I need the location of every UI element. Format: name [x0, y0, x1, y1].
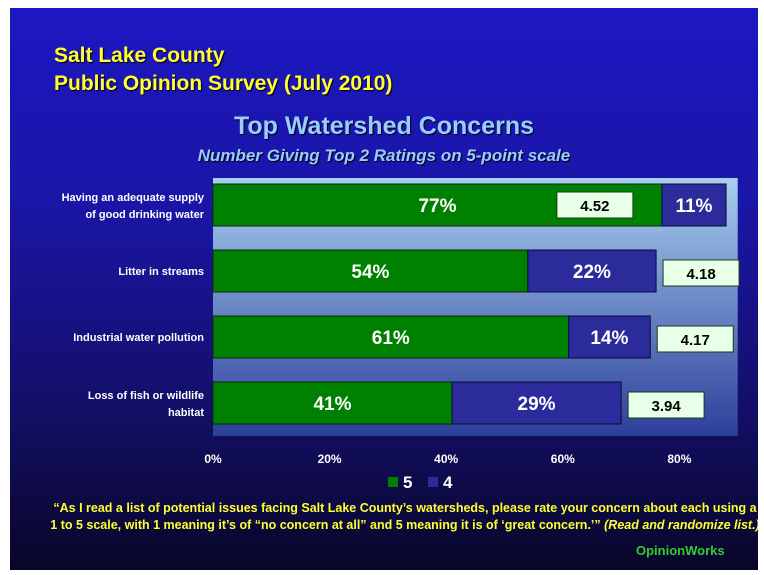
x-tick-label-2: 40% — [434, 452, 458, 466]
bar-label-4-3: 29% — [518, 394, 556, 415]
category-label-3-1: habitat — [168, 407, 204, 419]
category-label-1-0: Litter in streams — [118, 266, 204, 278]
bar-4-0 — [661, 183, 727, 227]
bar-label-5-1: 54% — [351, 262, 389, 283]
bar-label-5-3: 41% — [313, 394, 351, 415]
x-tick-label-3: 60% — [551, 452, 575, 466]
bar-label-5-2: 61% — [372, 328, 410, 349]
bar-5-3 — [212, 381, 453, 425]
legend-label-5: 5 — [403, 473, 412, 492]
category-label-3-0: Loss of fish or wildlife — [88, 390, 204, 402]
footnote-quote: “As I read a list of potential issues fa… — [50, 501, 757, 532]
header-county: Salt Lake County — [54, 44, 225, 67]
bar-5-1 — [212, 249, 529, 293]
mean-box-0 — [556, 191, 634, 219]
x-tick-label-0: 0% — [204, 452, 222, 466]
category-label-2-0: Industrial water pollution — [73, 332, 204, 344]
chart-subtitle: Number Giving Top 2 Ratings on 5-point s… — [197, 146, 571, 165]
chart-title: Top Watershed Concerns — [233, 112, 535, 140]
bar-label-4-2: 14% — [590, 328, 628, 349]
bar-4-1 — [527, 249, 657, 293]
bar-5-2 — [212, 315, 570, 359]
legend-label-4: 4 — [443, 473, 453, 492]
bar-4-2 — [568, 315, 651, 359]
slide-background: Salt Lake County Public Opinion Survey (… — [10, 8, 758, 570]
x-tick-label-1: 20% — [318, 452, 342, 466]
mean-box-3 — [627, 391, 705, 419]
bar-4-3 — [451, 381, 622, 425]
opinionworks-logo: OpinionWorks — [636, 543, 725, 558]
survey-header: Salt Lake County Public Opinion Survey (… — [54, 42, 392, 98]
mean-score-1: 4.18 — [686, 266, 715, 283]
question-footnote: “As I read a list of potential issues fa… — [50, 500, 758, 534]
x-tick-label-4: 80% — [667, 452, 691, 466]
category-label-0-0: Having an adequate supply — [62, 192, 205, 204]
legend-swatch-5 — [388, 477, 398, 487]
header-survey: Public Opinion Survey (July 2010) — [54, 72, 393, 95]
mean-score-3: 3.94 — [651, 398, 681, 415]
bar-label-4-0: 11% — [675, 196, 712, 217]
mean-score-2: 4.17 — [681, 332, 710, 349]
footnote-instruction: (Read and randomize list.) — [604, 518, 758, 532]
bar-label-4-1: 22% — [573, 262, 611, 283]
category-label-0-1: of good drinking water — [85, 209, 204, 221]
stacked-bar-chart: 77% 11% 4.52 Having an adequate supply of go… — [62, 178, 740, 492]
mean-box-1 — [662, 259, 740, 287]
mean-box-2 — [656, 325, 734, 353]
bar-label-5-0: 77% — [418, 196, 456, 217]
mean-score-0: 4.52 — [580, 198, 609, 215]
legend-swatch-4 — [428, 477, 438, 487]
